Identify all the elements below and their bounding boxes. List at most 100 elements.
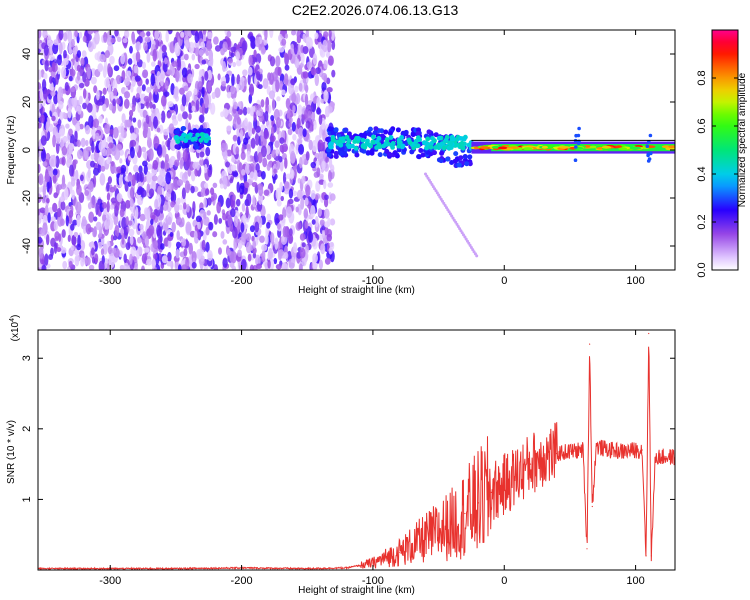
- spectrogram-cell: [191, 105, 196, 112]
- spectrogram-cell: [65, 215, 69, 227]
- spectrogram-cell: [84, 256, 91, 266]
- spectrogram-cell: [141, 146, 147, 153]
- spectrogram-cell: [307, 110, 312, 123]
- spectrogram-cell: [430, 136, 435, 141]
- spectrogram-cell: [106, 182, 110, 192]
- snr-data-point: [589, 343, 591, 345]
- spectrogram-cell: [315, 160, 320, 169]
- spectrogram-cell: [310, 205, 316, 218]
- spectrogram-cell: [48, 254, 54, 260]
- spectrogram-cell: [426, 129, 432, 135]
- spectrogram-cell: [156, 127, 161, 133]
- spectrogram-cell: [144, 208, 150, 220]
- spectrogram-cell: [191, 170, 196, 182]
- y-axis-title-top: Frequency (Hz): [6, 116, 17, 185]
- spectrogram-cell: [97, 156, 104, 166]
- spectrogram-cell: [57, 67, 61, 75]
- spectrogram-cell: [323, 89, 329, 103]
- spectrogram-cell: [220, 47, 225, 56]
- spectrogram-cell: [184, 134, 190, 140]
- spectrogram-cell: [121, 113, 126, 124]
- spectrogram-cell: [46, 179, 50, 193]
- spectrogram-cell: [281, 89, 286, 96]
- spectrogram-cell: [254, 132, 260, 146]
- spectrogram-cell: [279, 144, 284, 153]
- spectrogram-cell: [319, 173, 324, 179]
- spectrogram-cell: [260, 145, 267, 158]
- spectrogram-cell: [38, 173, 44, 186]
- spectrogram-cell: [188, 113, 192, 120]
- spectrogram-cell: [279, 137, 285, 145]
- spectrogram-cell: [456, 162, 462, 168]
- spectrogram-cell: [135, 127, 140, 135]
- spectrogram-cell: [60, 66, 67, 79]
- spectrogram-cell: [74, 254, 80, 267]
- spectrogram-cell: [84, 189, 90, 197]
- spectrogram-cell: [175, 241, 181, 249]
- spectrogram-cell: [112, 98, 116, 107]
- spectrogram-cell: [308, 230, 312, 243]
- x-axis-title-top: Height of straight line (km): [298, 285, 415, 296]
- spectrogram-cell: [44, 59, 49, 72]
- spectrogram-cell: [255, 53, 262, 65]
- spectrogram-cell: [326, 234, 333, 242]
- spectrogram-cell: [275, 79, 280, 93]
- spectrogram-cell: [107, 156, 112, 163]
- spectrogram-cell: [330, 164, 335, 173]
- spectrogram-cell: [384, 148, 390, 154]
- spectrogram-cell: [202, 30, 207, 35]
- spectrogram-cell: [172, 118, 179, 126]
- spectrogram-cell: [116, 193, 123, 203]
- spectrogram-cell: [79, 239, 86, 252]
- spectrogram-cell: [275, 263, 282, 270]
- spectrogram-cell: [260, 124, 267, 130]
- spectrogram-cell: [249, 35, 256, 43]
- spectrogram-cell: [131, 32, 135, 42]
- spectrogram-cell: [129, 125, 135, 135]
- spectrogram-cell: [110, 37, 116, 44]
- spectrogram-cell: [249, 264, 255, 270]
- spectrogram-cell: [231, 251, 237, 264]
- spectrogram-cell: [68, 147, 73, 155]
- spectrogram-cell: [98, 241, 103, 249]
- spectrogram-cell: [283, 252, 289, 260]
- spectrogram-cell: [161, 255, 168, 264]
- spectrogram-cell: [298, 263, 303, 270]
- spectrogram-cell: [70, 245, 75, 251]
- spectrogram-cell: [87, 30, 94, 35]
- spectrogram-cell: [148, 91, 152, 103]
- chart-title: C2E2.2026.074.06.13.G13: [291, 2, 459, 18]
- spectrogram-cell: [577, 126, 581, 131]
- spectrogram-cell: [170, 201, 175, 208]
- spectrogram-cell: [62, 260, 68, 270]
- spectrogram-cell: [109, 204, 115, 210]
- spectrogram-cell: [159, 220, 163, 227]
- spectrogram-cell: [68, 260, 73, 268]
- spectrogram-cell: [258, 185, 264, 197]
- spectrogram-cell: [54, 132, 61, 139]
- spectrogram-cell: [74, 130, 78, 143]
- spectrogram-cell: [291, 54, 296, 64]
- spectrogram-cell: [103, 36, 108, 43]
- spectrogram-cell: [143, 122, 149, 135]
- spectrogram-cell: [425, 136, 431, 142]
- spectrogram-cell: [410, 132, 416, 138]
- x-tick-label-top: -200: [231, 275, 253, 287]
- spectrogram-cell: [111, 247, 117, 254]
- spectrogram-cell: [41, 78, 47, 91]
- spectrogram-cell: [107, 217, 114, 231]
- spectrogram-cell: [76, 149, 83, 160]
- spectrogram-cell: [106, 136, 113, 143]
- snr-data-point: [654, 456, 656, 458]
- spectrogram-cell: [105, 217, 110, 230]
- spectrogram-cell: [52, 202, 58, 213]
- spectrogram-cell: [235, 146, 240, 155]
- spectrogram-cell: [310, 67, 317, 76]
- x-tick-label-bottom: -200: [231, 575, 253, 587]
- spectrogram-cell: [46, 197, 50, 204]
- spectrogram-cell: [193, 230, 198, 242]
- spectrogram-cell: [278, 249, 284, 257]
- spectrogram-cell: [271, 98, 276, 111]
- spectrogram-cell: [227, 58, 233, 64]
- spectrogram-cell: [38, 122, 42, 129]
